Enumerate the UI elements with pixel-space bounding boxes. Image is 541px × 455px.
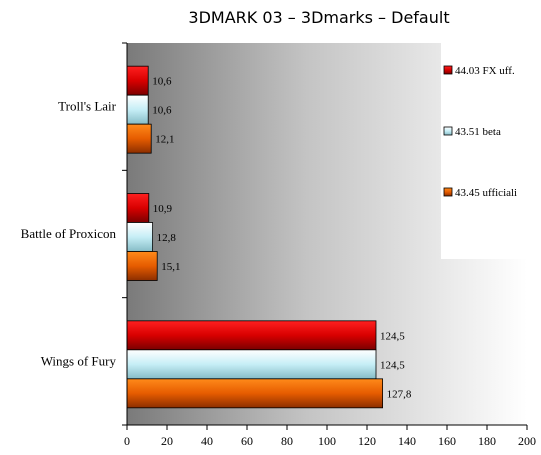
watermark-text: nV Italia xyxy=(454,45,506,58)
data-label: 12,1 xyxy=(155,134,174,146)
legend-label: 43.51 beta xyxy=(455,126,501,138)
data-label: 10,9 xyxy=(153,203,173,215)
legend-swatch xyxy=(443,126,453,136)
x-axis-ticks: 0 20 40 60 80 100 120 140 160 180 200 xyxy=(124,425,536,448)
legend-swatch xyxy=(443,187,453,197)
x-tick-label: 100 xyxy=(318,434,336,448)
category-label: Battle of Proxicon xyxy=(21,226,117,241)
legend-swatch xyxy=(443,65,453,75)
x-tick-label: 180 xyxy=(478,434,496,448)
bar xyxy=(126,65,149,96)
x-tick-label: 200 xyxy=(518,434,536,448)
legend-box xyxy=(441,43,527,259)
data-label: 127,8 xyxy=(387,388,412,400)
x-tick-label: 20 xyxy=(161,434,173,448)
x-tick-label: 0 xyxy=(124,434,130,448)
legend-label: 43.45 ufficiali xyxy=(455,187,517,199)
y-axis-ticks xyxy=(122,42,127,426)
bar xyxy=(126,251,158,281)
data-label: 12,8 xyxy=(157,232,177,244)
bar xyxy=(126,378,384,409)
bar xyxy=(126,193,150,223)
chart-title: 3DMARK 03 – 3Dmarks – Default xyxy=(188,8,449,27)
legend-label: 44.03 FX uff. xyxy=(455,65,515,77)
bar xyxy=(126,349,377,380)
data-label: 15,1 xyxy=(161,261,180,273)
bar xyxy=(126,222,154,252)
category-label: Troll's Lair xyxy=(58,99,117,114)
category-label: Wings of Fury xyxy=(41,353,117,368)
bar xyxy=(126,320,377,351)
bar xyxy=(126,123,152,154)
x-tick-label: 120 xyxy=(358,434,376,448)
bars xyxy=(126,65,384,409)
data-label: 10,6 xyxy=(152,76,172,88)
legend: nV Italia 44.03 FX uff. 43.51 beta 43.45 u… xyxy=(441,43,527,259)
bar xyxy=(126,94,149,125)
x-tick-label: 60 xyxy=(241,434,253,448)
x-tick-label: 140 xyxy=(398,434,416,448)
data-label: 124,5 xyxy=(380,359,405,371)
data-label: 10,6 xyxy=(152,105,172,117)
x-tick-label: 80 xyxy=(281,434,293,448)
value-labels: 10,6 10,6 12,1 10,9 12,8 15,1 124,5 124,5 127,8 xyxy=(152,76,412,401)
x-tick-label: 160 xyxy=(438,434,456,448)
category-labels: Troll's Lair Battle of Proxicon Wings of F… xyxy=(21,99,117,369)
data-label: 124,5 xyxy=(380,330,405,342)
x-tick-label: 40 xyxy=(201,434,213,448)
